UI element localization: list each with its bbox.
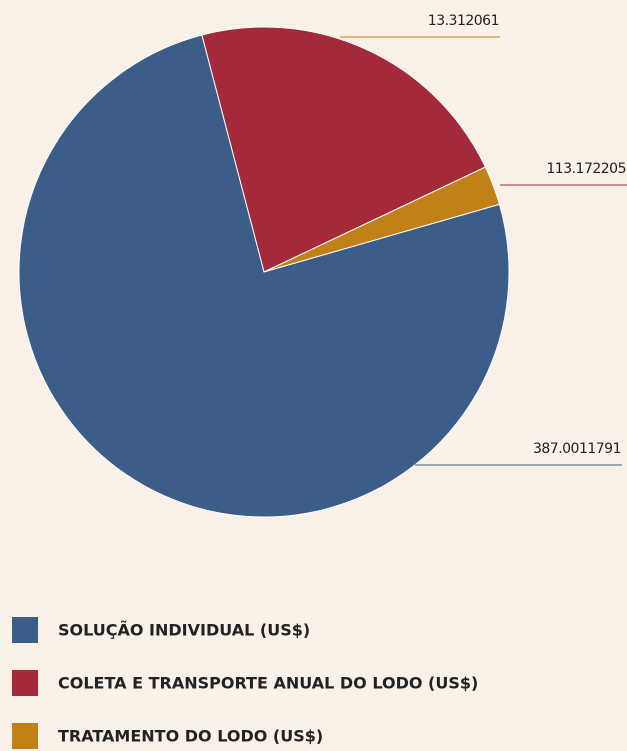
legend-swatch [12, 670, 38, 696]
value-label: 113.172205 [546, 161, 626, 177]
legend-label: COLETA E TRANSPORTE ANUAL DO LODO (US$) [58, 674, 478, 693]
legend-swatch [12, 723, 38, 749]
legend-label: SOLUÇÃO INDIVIDUAL (US$) [58, 621, 310, 640]
value-label: 387.0011791 [533, 441, 621, 457]
legend-label: TRATAMENTO DO LODO (US$) [58, 727, 323, 746]
legend-swatch [12, 617, 38, 643]
pie-slice [18, 34, 510, 518]
pie-slice [201, 26, 487, 273]
value-label: 13.312061 [428, 13, 499, 29]
